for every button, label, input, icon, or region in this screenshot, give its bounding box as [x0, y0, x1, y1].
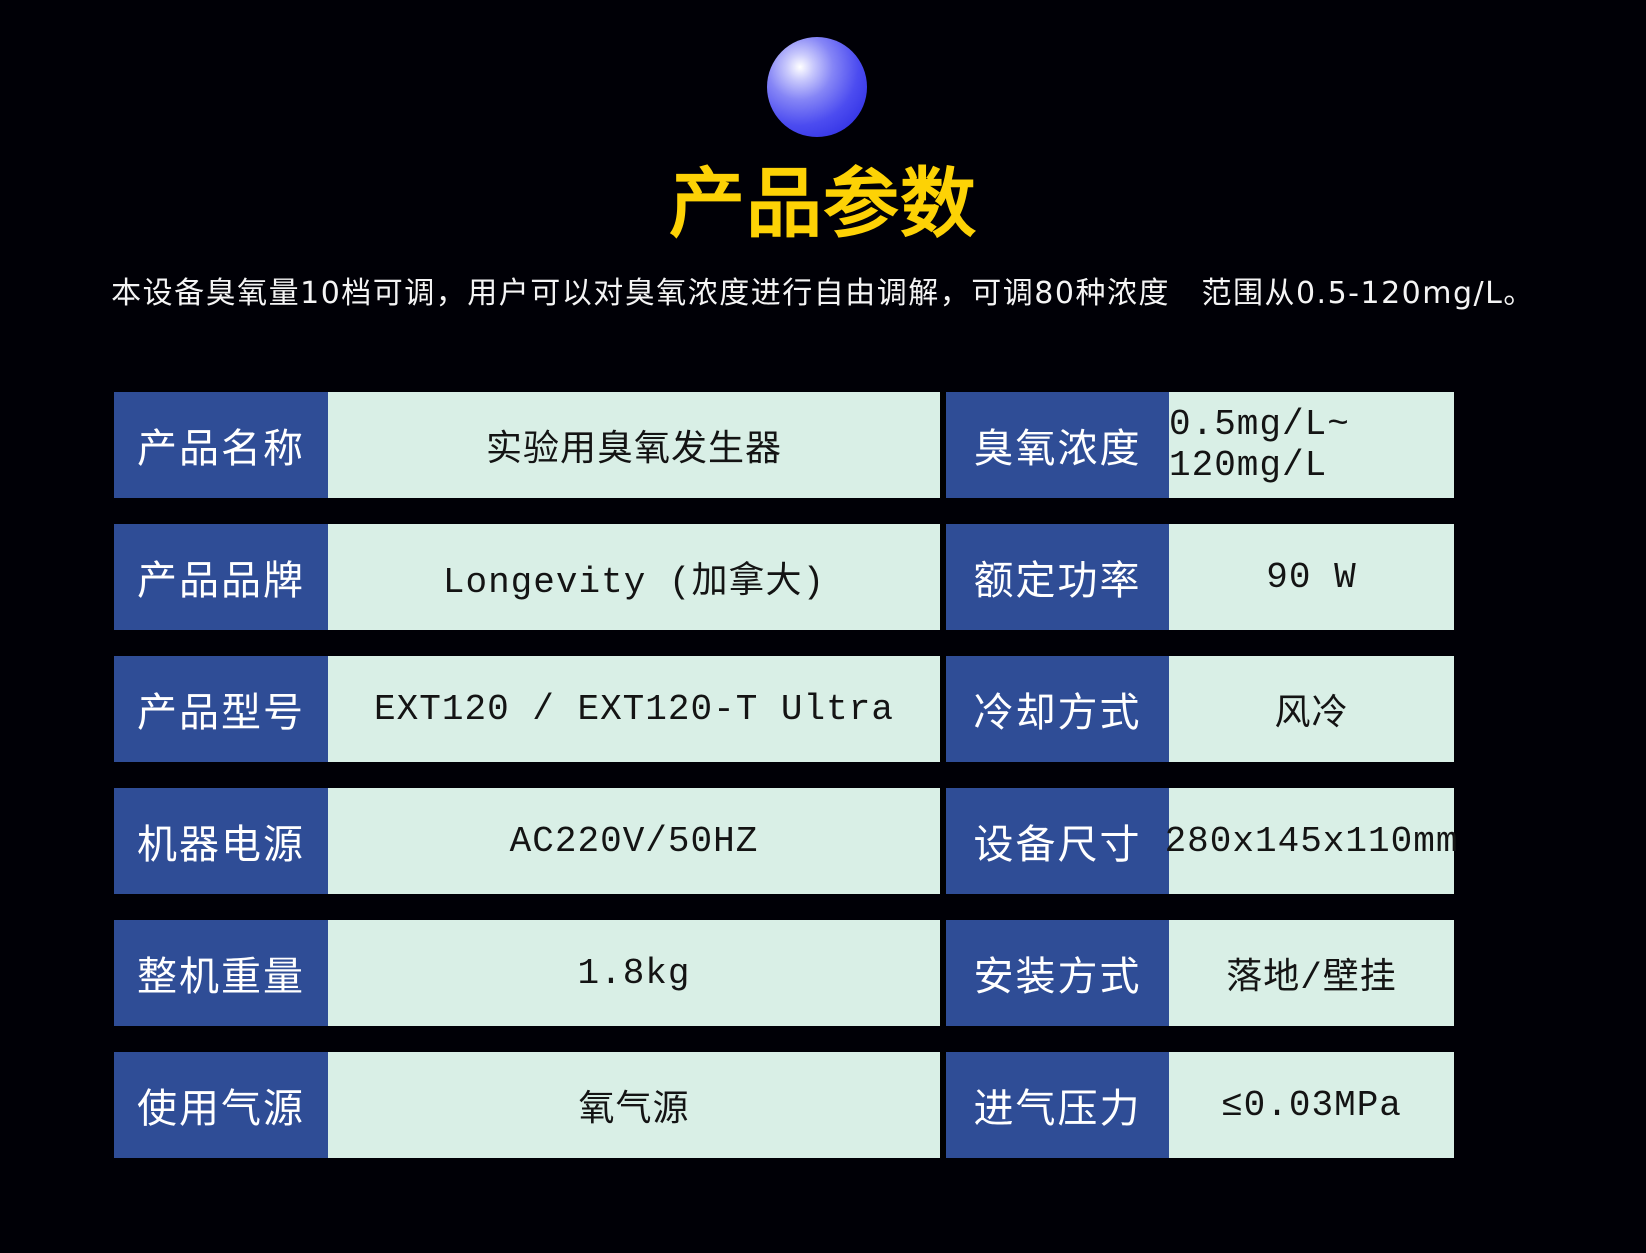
page-title: 产品参数 — [669, 159, 977, 248]
spec-label: 进气压力 — [946, 1052, 1169, 1158]
spec-label: 机器电源 — [114, 788, 328, 894]
spec-value: EXT120 / EXT120-T Ultra — [328, 656, 946, 762]
spec-label: 额定功率 — [946, 524, 1169, 630]
product-description: 本设备臭氧量10档可调，用户可以对臭氧浓度进行自由调解，可调80种浓度 范围从0… — [111, 276, 1535, 311]
spec-value: AC220V/50HZ — [328, 788, 946, 894]
spec-table: 产品名称 实验用臭氧发生器 臭氧浓度 0.5mg/L~ 120mg/L 产品品牌… — [114, 392, 1457, 1158]
spec-value: 风冷 — [1169, 656, 1454, 762]
spec-value: 0.5mg/L~ 120mg/L — [1169, 392, 1454, 498]
spec-label: 产品品牌 — [114, 524, 328, 630]
spec-value: 1.8kg — [328, 920, 946, 1026]
spec-label: 产品型号 — [114, 656, 328, 762]
spec-label: 使用气源 — [114, 1052, 328, 1158]
spec-label: 产品名称 — [114, 392, 328, 498]
spec-label: 冷却方式 — [946, 656, 1169, 762]
spec-value: 氧气源 — [328, 1052, 946, 1158]
spec-label: 安装方式 — [946, 920, 1169, 1026]
spec-value: Longevity (加拿大) — [328, 524, 946, 630]
spec-label: 臭氧浓度 — [946, 392, 1169, 498]
spec-value: 落地/壁挂 — [1169, 920, 1454, 1026]
spec-value: 280x145x110mm — [1165, 788, 1457, 894]
spec-label: 整机重量 — [114, 920, 328, 1026]
spec-value: ≤0.03MPa — [1169, 1052, 1454, 1158]
spec-label: 设备尺寸 — [946, 788, 1169, 894]
spec-value: 90 W — [1169, 524, 1454, 630]
spec-value: 实验用臭氧发生器 — [328, 392, 946, 498]
sphere-icon — [767, 37, 867, 137]
